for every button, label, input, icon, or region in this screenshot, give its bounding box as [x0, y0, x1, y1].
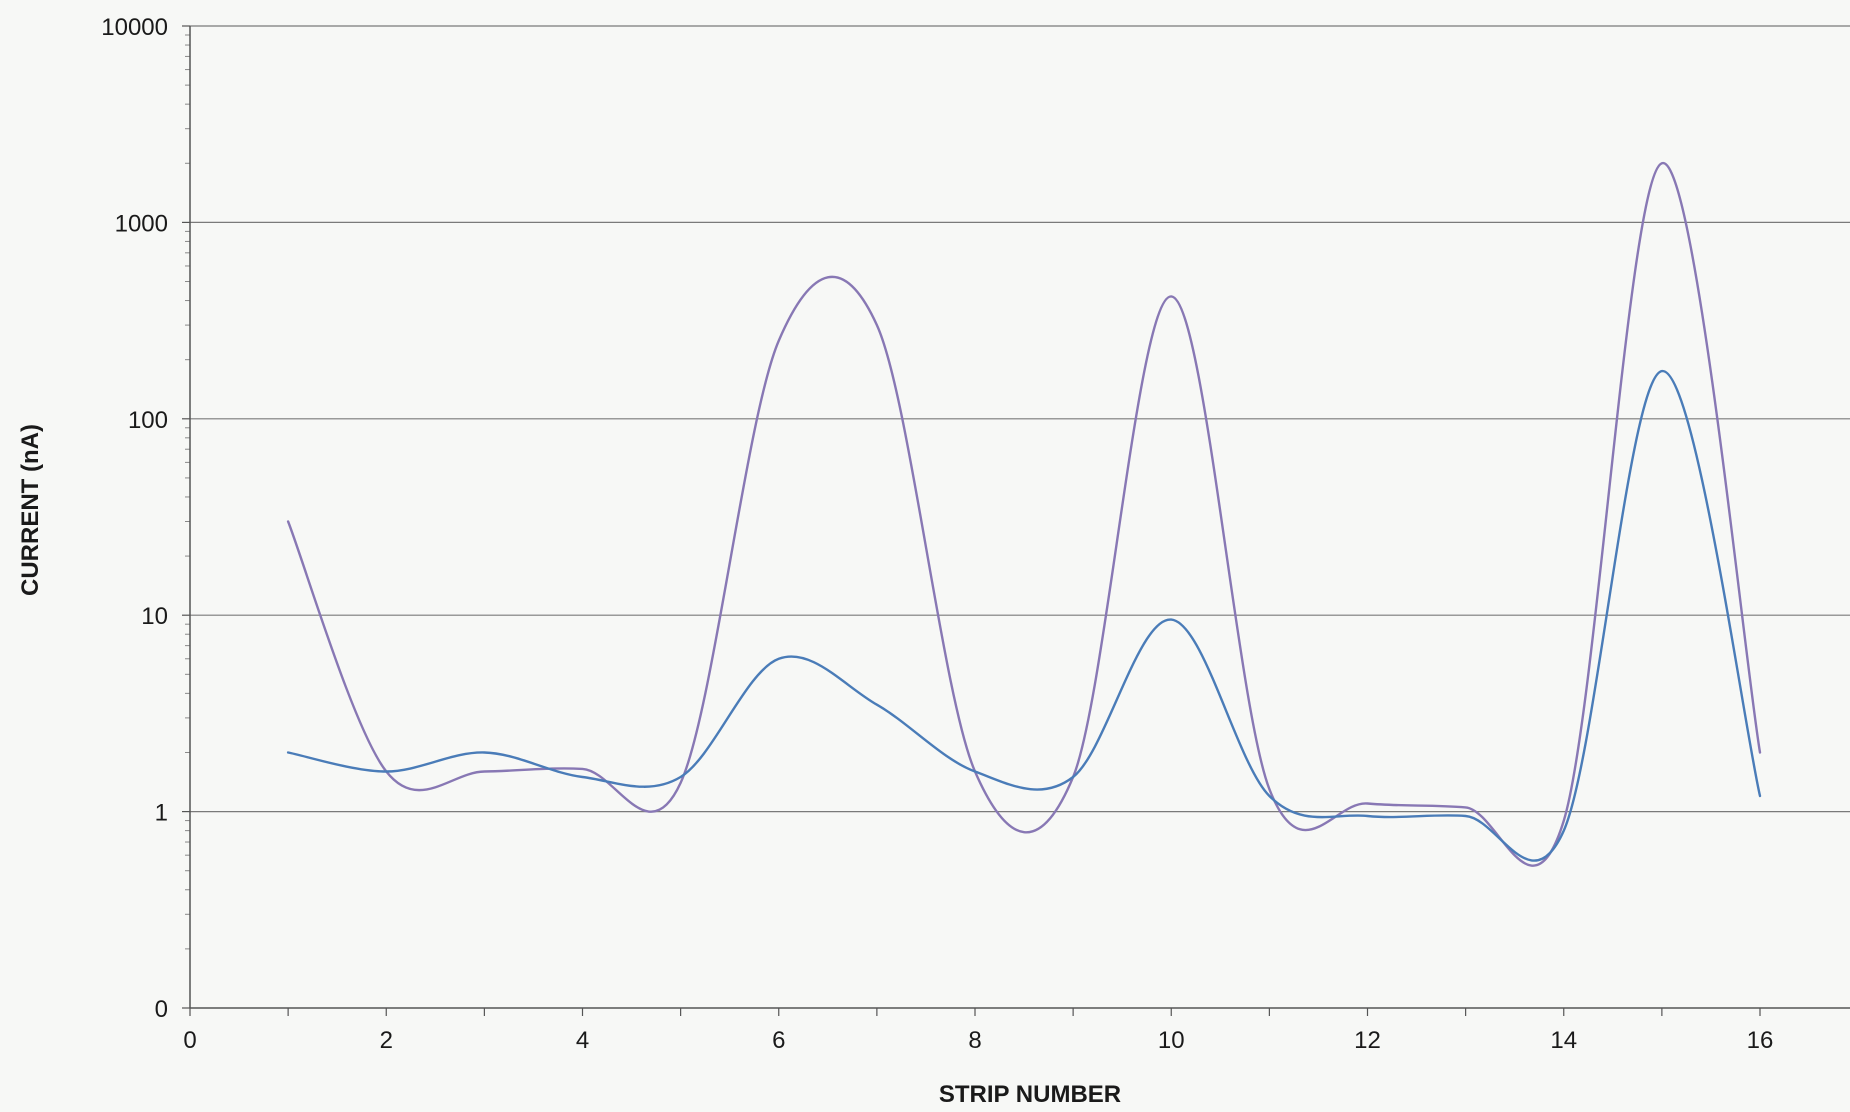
x-tick-label: 2: [380, 1027, 393, 1054]
y-tick-label: 1000: [115, 210, 168, 237]
x-axis-title: STRIP NUMBER: [939, 1081, 1121, 1108]
x-tick-label: 0: [183, 1027, 196, 1054]
y-tick-label: 10: [141, 603, 168, 630]
x-tick-label: 4: [576, 1027, 589, 1054]
x-tick-label: 8: [968, 1027, 981, 1054]
gridlines: [190, 25, 1850, 813]
axes: [182, 25, 1850, 1016]
y-tick-label: 100: [128, 407, 168, 434]
series-line-2: [286, 369, 1762, 862]
x-tick-label: 10: [1158, 1027, 1185, 1054]
x-tick-label: 14: [1550, 1027, 1577, 1054]
y-tick-label: 10000: [101, 14, 168, 41]
y-tick-label: 0: [155, 996, 168, 1023]
x-tick-label: 12: [1354, 1027, 1381, 1054]
series-lines: [286, 162, 1762, 867]
series-line-1: [286, 162, 1762, 867]
x-tick-label: 16: [1747, 1027, 1774, 1054]
x-tick-label: 6: [772, 1027, 785, 1054]
y-axis-title: CURRENT (nA): [17, 424, 44, 596]
y-tick-label: 1: [155, 800, 168, 827]
